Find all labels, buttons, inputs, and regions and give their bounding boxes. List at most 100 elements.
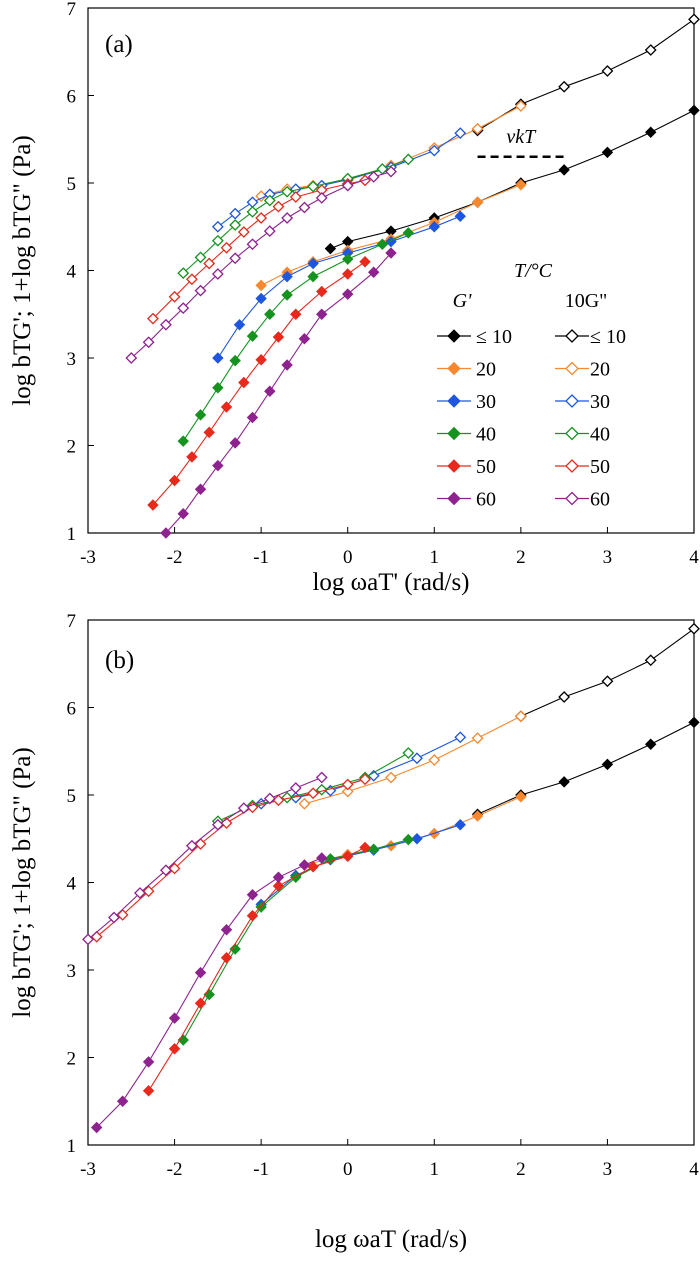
y-tick-label: 3	[67, 961, 77, 982]
series	[255, 819, 466, 911]
data-point	[220, 952, 233, 964]
legend-label: 30	[590, 391, 610, 413]
data-point	[428, 144, 441, 157]
series	[212, 210, 466, 364]
data-point	[307, 257, 319, 270]
legend-marker	[447, 329, 461, 343]
y-tick-label: 2	[67, 1049, 77, 1070]
data-point	[315, 771, 328, 784]
data-point	[281, 212, 294, 224]
data-point	[316, 308, 328, 320]
y-axis-label: log bTG'; 1+log bTG" (Pa)	[9, 135, 36, 405]
series	[471, 13, 700, 137]
data-point	[168, 1012, 181, 1024]
y-tick-label: 1	[67, 1136, 77, 1157]
data-point	[142, 1085, 155, 1097]
data-point	[211, 268, 224, 280]
series-line	[260, 105, 522, 197]
data-point	[367, 170, 380, 183]
data-point	[645, 126, 657, 138]
data-point	[402, 227, 415, 239]
plot-frame	[87, 619, 695, 1146]
series	[471, 716, 700, 820]
data-point	[237, 802, 250, 815]
y-tick-label: 2	[67, 437, 77, 458]
data-point	[402, 153, 415, 166]
data-point	[263, 194, 276, 207]
legend-marker	[565, 426, 579, 441]
data-point	[263, 792, 276, 805]
legend-marker	[447, 426, 461, 441]
data-point	[177, 267, 190, 280]
data-point	[194, 483, 207, 495]
data-point	[229, 437, 241, 449]
data-point	[255, 354, 267, 366]
data-point	[411, 752, 423, 765]
data-point	[142, 336, 155, 349]
data-point	[159, 318, 172, 331]
data-point	[90, 1121, 103, 1134]
series	[177, 153, 415, 280]
data-point	[298, 333, 311, 345]
data-point	[281, 289, 293, 301]
data-point	[644, 44, 657, 56]
series	[142, 841, 371, 1097]
data-point	[558, 776, 570, 788]
data-point	[601, 758, 614, 771]
data-point	[272, 871, 285, 883]
data-point	[246, 411, 259, 424]
data-point	[341, 785, 354, 798]
data-point	[385, 247, 397, 259]
data-point	[289, 191, 302, 203]
data-point	[185, 839, 198, 852]
data-point	[134, 887, 146, 899]
series-line	[304, 715, 522, 805]
series	[211, 747, 415, 828]
series-line	[152, 261, 366, 506]
data-point	[194, 409, 207, 421]
legend-marker	[447, 459, 461, 473]
data-point	[263, 225, 276, 238]
x-tick-label: 3	[603, 547, 613, 568]
data-point	[108, 911, 120, 924]
series-line	[330, 109, 695, 250]
x-tick-label: 4	[689, 547, 699, 568]
data-point	[220, 241, 233, 254]
data-point	[359, 841, 371, 854]
x-tick-label: 1	[430, 547, 440, 568]
annotation-label: νkT	[506, 126, 537, 148]
legend-marker	[565, 329, 579, 343]
data-point	[298, 201, 311, 214]
data-point	[402, 747, 415, 759]
legend-marker	[565, 491, 579, 506]
legend-label: 50	[590, 456, 610, 478]
data-point	[212, 382, 224, 394]
legend-marker	[447, 491, 461, 506]
data-point	[177, 435, 189, 447]
data-point	[229, 354, 241, 367]
data-point	[116, 1095, 129, 1107]
data-point	[203, 257, 216, 270]
data-point	[272, 331, 285, 343]
data-point	[324, 242, 337, 255]
data-point	[454, 731, 467, 744]
data-point	[168, 290, 181, 303]
data-point	[367, 843, 380, 855]
data-point	[281, 270, 293, 283]
data-point	[471, 810, 484, 822]
series	[125, 165, 397, 364]
x-tick-label: 0	[343, 547, 353, 568]
series	[160, 247, 397, 539]
data-point	[307, 787, 320, 800]
data-point	[177, 302, 190, 315]
legend-label: 60	[590, 489, 610, 511]
data-point	[558, 164, 570, 176]
data-point	[142, 1056, 155, 1068]
x-tick-label: -1	[253, 1159, 269, 1180]
x-tick-label: -3	[80, 1159, 96, 1180]
legend-label: 40	[476, 424, 496, 446]
data-point	[471, 732, 484, 745]
series	[211, 127, 467, 233]
panel-a: -3 -2 -1 0 1 2 3 4 1 2 3 4 5 6 7 log ωaT' (rad/s) log bT…	[9, 0, 700, 596]
series-line	[260, 184, 522, 286]
